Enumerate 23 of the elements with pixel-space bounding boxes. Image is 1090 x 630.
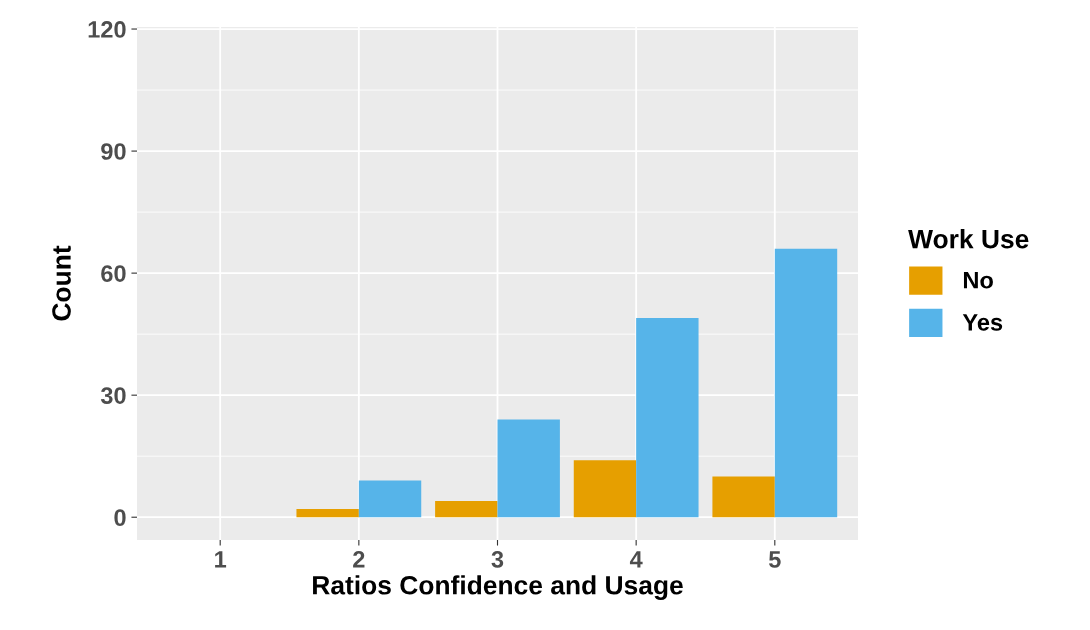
legend-title: Work Use: [908, 229, 1029, 249]
bar: [296, 509, 359, 518]
y-tick-label: 60: [101, 265, 126, 282]
bar: [774, 248, 838, 518]
legend-label: No: [963, 272, 993, 289]
bar: [497, 419, 560, 518]
bar: [435, 500, 498, 518]
bar: [636, 317, 699, 518]
bar: [358, 480, 422, 518]
x-axis-title: Ratios Confidence and Usage: [313, 575, 683, 600]
x-tick-label: 4: [629, 551, 643, 568]
y-tick-label: 120: [88, 21, 126, 38]
x-tick-label: 2: [353, 551, 365, 568]
legend-label: Yes: [962, 314, 1003, 331]
y-tick-label: 0: [114, 509, 126, 527]
bar: [573, 460, 637, 518]
x-tick-label: 5: [768, 551, 781, 568]
y-tick-label: 90: [101, 143, 126, 160]
x-tick-label: 1: [215, 551, 227, 568]
y-axis-title: Count: [52, 245, 71, 321]
y-tick-label: 30: [100, 387, 126, 404]
bar: [712, 476, 775, 518]
x-tick-label: 3: [491, 551, 504, 568]
